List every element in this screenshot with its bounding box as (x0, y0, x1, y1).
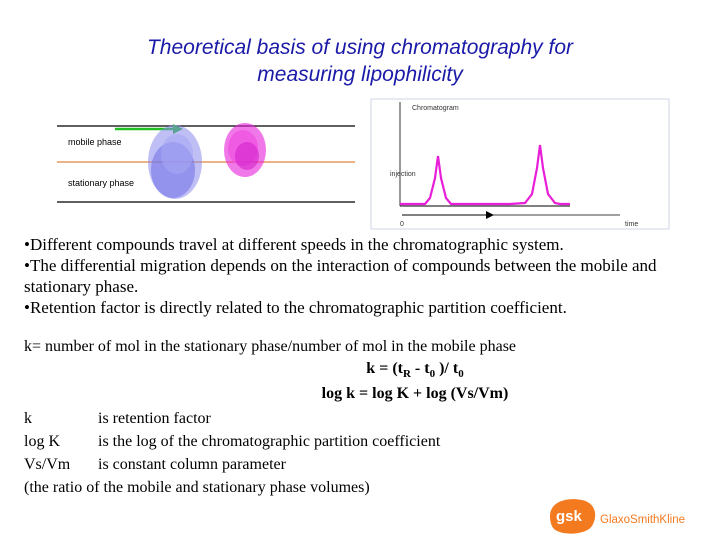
gsk-logo: gsk GlaxoSmithKline (550, 499, 685, 534)
eq1-sub-r: R (402, 368, 411, 381)
definitions-note: (the ratio of the mobile and stationary … (24, 479, 370, 496)
logo-mark-text: gsk (556, 508, 583, 525)
definition-term: k (24, 410, 32, 427)
title-line-1: Theoretical basis of using chromatograph… (146, 36, 574, 59)
log-equation: log k = log K + log (Vs/Vm) (321, 385, 509, 402)
mobile-phase-label: mobile phase (68, 137, 122, 147)
logo-name-text: GlaxoSmithKline (600, 514, 685, 526)
chromatogram: Chromatogram injection 0 time (370, 98, 670, 230)
magenta-compound-band (224, 123, 266, 177)
eq1-left: k = (t (366, 360, 403, 377)
slide-title: Theoretical basis of using chromatograph… (40, 34, 680, 88)
title-line-2: measuring lipophilicity (257, 63, 463, 86)
eq1-right: )/ t (435, 360, 459, 377)
logo-mark-shape (550, 499, 596, 534)
chromatogram-frame (370, 98, 670, 230)
k-definition: k= number of mol in the stationary phase… (24, 338, 517, 355)
bullet-list: •Different compounds travel at different… (24, 234, 699, 318)
definition-row: k is retention factor (24, 407, 440, 430)
eq1-sub-0b: 0 (458, 368, 464, 381)
definition-desc: is constant column parameter (98, 456, 286, 473)
injection-label: injection (390, 171, 416, 178)
definition-term: Vs/Vm (24, 456, 71, 473)
eq1-mid: - t (410, 360, 430, 377)
time-label: time (625, 221, 638, 228)
blue-compound-band (148, 125, 202, 199)
definition-list: k is retention factor log K is the log o… (24, 407, 440, 499)
definition-row: Vs/Vm is constant column parameter (24, 453, 440, 476)
bullet-3: •Retention factor is directly related to… (24, 298, 567, 317)
definition-desc: is the log of the chromatographic partit… (98, 433, 441, 450)
chromatogram-label: Chromatogram (412, 105, 459, 112)
definition-desc: is retention factor (98, 410, 211, 427)
chromatogram-trace (400, 144, 570, 206)
definition-row: log K is the log of the chromatographic … (24, 430, 440, 453)
phase-diagram: mobile phase stationary phase (57, 123, 355, 203)
retention-equation: k = (tR - t0 )/ t0 (0, 358, 720, 385)
bullet-1: •Different compounds travel at different… (24, 235, 564, 254)
zero-label: 0 (400, 221, 404, 228)
stationary-phase-label: stationary phase (68, 178, 134, 188)
eq1-sub-0a: 0 (429, 368, 436, 381)
bullet-2: •The differential migration depends on t… (24, 256, 657, 296)
definition-term: log K (24, 433, 60, 450)
